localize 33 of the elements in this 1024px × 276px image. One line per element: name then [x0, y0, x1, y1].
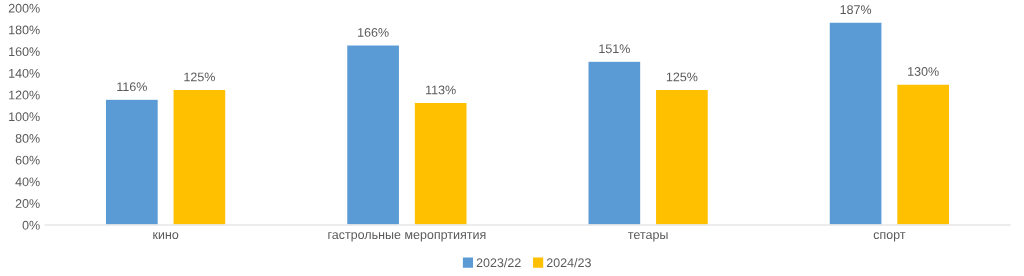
y-tick-label: 180%: [9, 25, 40, 35]
bar: [345, 44, 401, 225]
bar: [587, 60, 642, 225]
x-tick-label: спорт: [873, 232, 906, 242]
data-label: 151%: [599, 44, 630, 54]
bar: [104, 98, 160, 225]
data-label: 130%: [908, 67, 939, 76]
data-label: 166%: [358, 28, 389, 37]
data-label: 116%: [117, 82, 147, 92]
legend-label: 2023/22: [476, 257, 521, 268]
legend-label: 2024/23: [546, 257, 591, 268]
x-tick-label: кино: [153, 232, 179, 240]
data-label: 125%: [184, 72, 215, 82]
y-tick-label: 60%: [15, 155, 40, 165]
y-tick-label: 80%: [15, 134, 40, 143]
bar: [172, 88, 227, 225]
y-tick-label: 40%: [15, 177, 40, 187]
bar: [895, 83, 951, 225]
data-label: 125%: [666, 72, 698, 82]
y-tick-label: 20%: [15, 199, 40, 208]
y-tick-label: 160%: [9, 47, 40, 57]
y-tick-label: 100%: [9, 112, 40, 122]
data-label: 187%: [840, 5, 872, 15]
data-label: 113%: [426, 85, 456, 95]
bar: [413, 101, 468, 225]
x-tick-label: гастрольные меропртиятия: [328, 232, 486, 242]
bar: [654, 88, 710, 225]
y-tick-label: 0%: [22, 220, 40, 230]
x-tick-label: тетары: [628, 232, 668, 242]
y-tick-label: 120%: [9, 90, 40, 100]
y-tick-label: 140%: [9, 68, 40, 78]
bar: [828, 21, 883, 225]
y-tick-label: 200%: [8, 3, 40, 13]
